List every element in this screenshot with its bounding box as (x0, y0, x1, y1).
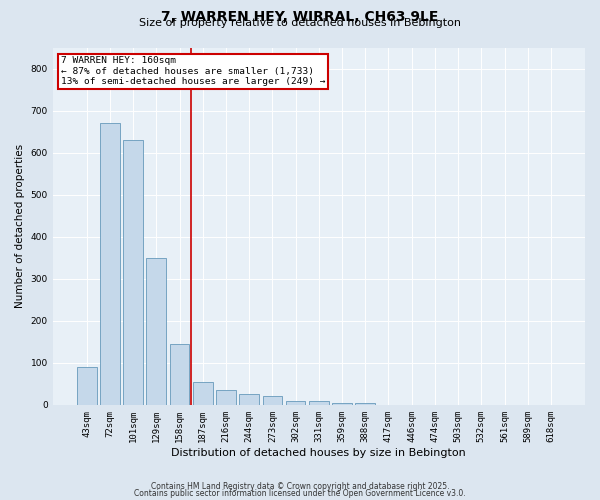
Bar (309, 400, 329, 405)
Bar (332, 402, 352, 405)
Bar (193, 382, 212, 405)
Bar (123, 140, 143, 405)
Text: 7 WARREN HEY: 160sqm
← 87% of detached houses are smaller (1,733)
13% of semi-de: 7 WARREN HEY: 160sqm ← 87% of detached h… (61, 56, 325, 86)
Bar (170, 344, 190, 405)
Bar (100, 123, 120, 405)
Bar (239, 394, 259, 405)
Bar (216, 390, 236, 405)
Bar (286, 400, 305, 405)
Bar (146, 258, 166, 405)
Text: 7, WARREN HEY, WIRRAL, CH63 9LE: 7, WARREN HEY, WIRRAL, CH63 9LE (161, 10, 439, 24)
Text: Contains public sector information licensed under the Open Government Licence v3: Contains public sector information licen… (134, 488, 466, 498)
Bar (263, 396, 282, 405)
Bar (355, 402, 375, 405)
Y-axis label: Number of detached properties: Number of detached properties (15, 144, 25, 308)
Text: Contains HM Land Registry data © Crown copyright and database right 2025.: Contains HM Land Registry data © Crown c… (151, 482, 449, 491)
X-axis label: Distribution of detached houses by size in Bebington: Distribution of detached houses by size … (172, 448, 466, 458)
Text: Size of property relative to detached houses in Bebington: Size of property relative to detached ho… (139, 18, 461, 28)
Bar (77, 367, 97, 405)
